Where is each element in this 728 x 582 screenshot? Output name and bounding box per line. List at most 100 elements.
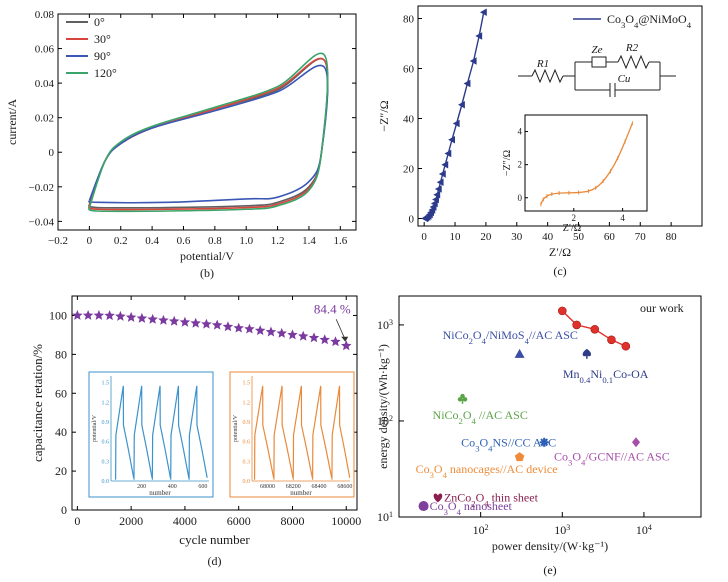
text-span: //AC ASC xyxy=(529,328,578,342)
subscript: 4 xyxy=(634,20,639,30)
subscript: 4 xyxy=(687,20,692,30)
ragone-marker xyxy=(418,501,429,512)
retention-star xyxy=(93,309,105,320)
inset-x-tick-label: 68600 xyxy=(337,484,352,490)
exponent: 4 xyxy=(648,523,652,532)
x-tick-label: 1.6 xyxy=(333,235,347,247)
x-tick-label: 0.2 xyxy=(114,235,128,247)
x-tick-label: 1.4 xyxy=(302,235,316,247)
inset-y-tick-label: 0.6 xyxy=(102,440,110,446)
x-tick-label: 1.2 xyxy=(271,235,285,247)
gcd-cycle xyxy=(331,385,351,480)
x-tick-label: 60 xyxy=(604,231,616,243)
x-tick-label: 50 xyxy=(573,231,585,243)
cv-curve-3 xyxy=(88,52,329,213)
subscript: 2 xyxy=(471,498,475,508)
y-tick-label: 101 xyxy=(377,510,393,525)
subscript: 2 xyxy=(459,416,463,426)
panel-c: 0 10 20 30 40 50 60 70 80020406080Z′/Ω−Z″/Ω(c)Co… xyxy=(377,5,703,278)
text-span: NiCo xyxy=(433,408,459,422)
gcd-cycle xyxy=(253,385,275,480)
retention-star xyxy=(104,310,115,321)
club-lobe xyxy=(460,393,465,399)
panel-d: 0 2000 4000 6000 8000 10000 0 20 40 60 80 100 cycle … xyxy=(30,295,361,568)
element-ze xyxy=(591,56,607,68)
gcd-cycle xyxy=(133,385,153,480)
x-tick-label: 0 xyxy=(87,235,93,247)
retention-star xyxy=(72,309,83,320)
gcd-cycle xyxy=(312,385,333,480)
y-tick-label: 80 xyxy=(55,347,67,361)
nyquist-point xyxy=(438,170,446,178)
retention-star xyxy=(265,326,277,337)
circuit-label: Ze xyxy=(592,44,603,56)
text-span: O xyxy=(480,435,489,449)
x-tick-label: 40 xyxy=(542,231,554,243)
text-span: /NiMoS xyxy=(486,328,525,342)
resistor-r2 xyxy=(617,54,650,70)
y-tick-label: 20 xyxy=(403,164,415,176)
inset-x-tick-label: 600 xyxy=(198,484,207,490)
circuit-label: R2 xyxy=(625,42,639,54)
text-span: Co-OA xyxy=(613,367,649,381)
legend-label: 0° xyxy=(94,15,105,29)
x-tick-label: 30 xyxy=(511,231,523,243)
x-tick-label: −0.2 xyxy=(48,235,68,247)
retention-star xyxy=(222,321,234,332)
nyquist-point xyxy=(432,195,439,204)
spade-stem xyxy=(586,353,588,359)
retention-star xyxy=(82,309,94,320)
ragone-label: Co3O4 nanocages//AC device xyxy=(416,462,558,480)
circuit-label: R1 xyxy=(536,58,549,70)
retention-star xyxy=(233,322,244,333)
retention-star xyxy=(168,315,180,326)
y-axis-label: −Z″/Ω xyxy=(377,100,391,131)
exponent: 2 xyxy=(485,523,489,532)
nyquist-point xyxy=(441,160,449,169)
x-tick-label: 10 xyxy=(450,231,462,243)
y-tick-label: 40 xyxy=(403,114,415,126)
x-axis-label: potential/V xyxy=(180,249,234,263)
retention-star xyxy=(136,312,148,323)
y-tick-label: 103 xyxy=(377,317,393,332)
nyquist-point xyxy=(475,32,483,40)
subscript: 3 xyxy=(568,457,572,467)
retention-star xyxy=(115,310,126,321)
x-tick-label: 10000 xyxy=(331,514,361,528)
x-tick-label: 102 xyxy=(473,523,489,538)
club-stem xyxy=(461,398,464,404)
subscript: 4 xyxy=(581,457,586,467)
panel-label: (b) xyxy=(200,266,214,280)
x-tick-label: 0.6 xyxy=(177,235,191,247)
ragone-label: NiCo2O4/NiMoS4//AC ASC xyxy=(443,328,578,346)
inset-x-tick-label: 4 xyxy=(620,213,625,223)
inset-y-tick-label: 1.2 xyxy=(102,400,110,406)
subscript: 4 xyxy=(443,470,448,480)
x-tick-label: 8000 xyxy=(280,514,304,528)
ragone-marker xyxy=(632,437,641,448)
inset-frame xyxy=(524,114,648,212)
subscript: 3 xyxy=(621,20,625,30)
text-span: Co xyxy=(607,12,621,26)
y-tick-label: 60 xyxy=(55,386,67,400)
nyquist-point xyxy=(458,100,465,109)
retention-star xyxy=(341,340,352,351)
text-span: /GCNF//AC ASC xyxy=(585,449,669,463)
inset-y-tick-label: 0.0 xyxy=(102,479,110,485)
retention-star xyxy=(179,316,191,327)
retention-star xyxy=(211,319,223,330)
text-span: O xyxy=(625,12,634,26)
subscript: 4 xyxy=(457,507,462,517)
inset-x-label: number xyxy=(290,489,312,497)
text-span: Co xyxy=(461,435,475,449)
our-work-point xyxy=(621,341,631,351)
panel-label: (d) xyxy=(208,554,222,568)
annotation-arrowhead xyxy=(341,336,349,342)
x-axis-label: cycle number xyxy=(179,532,250,547)
inset-curve xyxy=(540,123,633,205)
inset-y-label: potential/V xyxy=(92,414,98,442)
inset-y-tick-label: 0.0 xyxy=(243,479,251,485)
retention-star xyxy=(244,323,255,334)
subscript: 3 xyxy=(475,443,479,453)
